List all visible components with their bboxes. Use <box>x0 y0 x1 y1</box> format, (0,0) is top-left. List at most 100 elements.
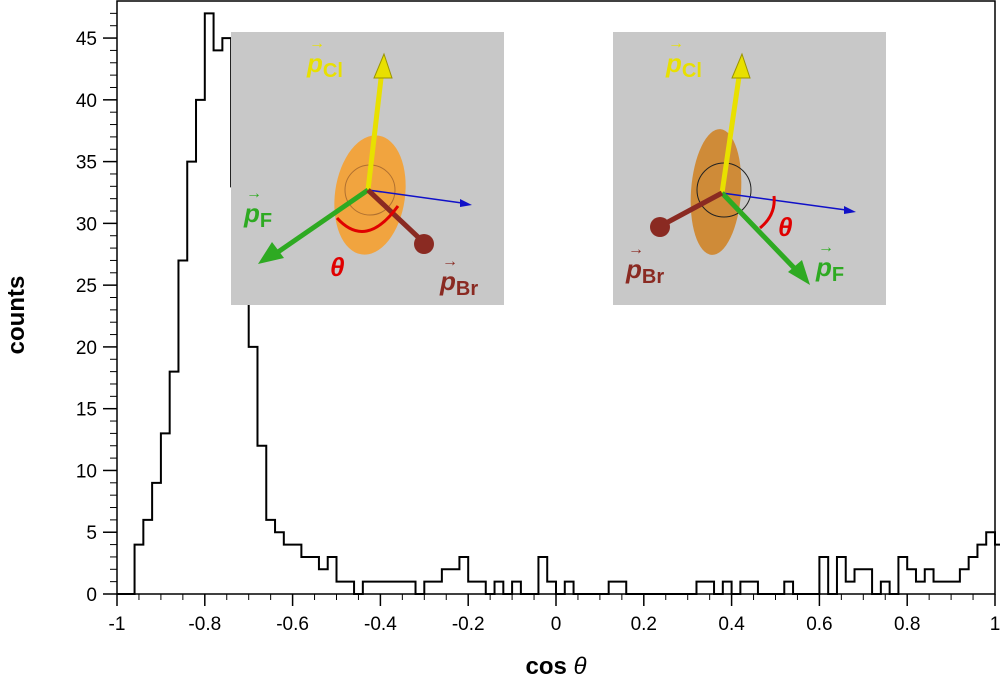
y-tick-label: 30 <box>76 214 97 235</box>
histogram-bin <box>749 582 758 594</box>
inset-right-pf-sub: F <box>832 264 844 286</box>
histogram-bin <box>477 582 486 594</box>
histogram-bin <box>934 582 943 594</box>
y-tick-label: 45 <box>76 29 97 50</box>
y-tick-label: 35 <box>76 153 97 174</box>
histogram-bin <box>222 38 231 594</box>
x-axis-title-text: cos <box>525 653 566 680</box>
histogram-bin <box>152 483 161 594</box>
x-axis-title: cos θ <box>525 653 586 680</box>
histogram-bin <box>916 582 925 594</box>
histogram-series-line <box>117 12 1000 595</box>
inset-right-f-arrow <box>720 191 800 274</box>
histogram-bin <box>178 260 187 594</box>
y-tick-label: 40 <box>76 91 97 112</box>
x-tick-label: 0.6 <box>806 614 832 635</box>
inset-right-aux-arrowhead <box>844 206 856 214</box>
inset-right-pcl-label: pCl <box>665 48 702 82</box>
histogram-bin <box>451 569 460 594</box>
inset-left-cl-arrowhead <box>373 52 393 79</box>
histogram-bin <box>696 582 705 594</box>
histogram-bin <box>196 100 205 594</box>
inset-left-br-arrowhead <box>414 234 434 254</box>
histogram-bin <box>275 532 284 594</box>
histogram-bin <box>372 582 381 594</box>
inset-left-pf-symbol: p <box>243 198 260 228</box>
histogram-bin <box>495 582 504 594</box>
histogram-bin <box>547 582 556 594</box>
x-tick-label: -1 <box>109 614 126 635</box>
histogram-bin <box>143 520 152 594</box>
inset-left-pf-sub: F <box>260 210 272 232</box>
inset-right-theta-arc <box>759 195 776 230</box>
histogram-bin <box>398 582 407 594</box>
histogram-bin <box>170 372 179 594</box>
x-axis-title-symbol: θ <box>574 653 587 680</box>
histogram-bin <box>310 557 319 594</box>
inset-right-cl-arrow <box>719 69 743 194</box>
x-tick-label: 1 <box>990 614 1000 635</box>
x-tick-label: 0.2 <box>631 614 657 635</box>
y-tick-label: 20 <box>76 338 97 359</box>
inset-left-pcl-vec: → <box>309 35 325 52</box>
y-axis: 0 5 10 15 20 25 30 35 40 45 <box>76 12 117 606</box>
histogram-bin <box>187 162 196 594</box>
x-tick-label: 0 <box>551 614 562 635</box>
histogram-bin <box>512 582 521 594</box>
histogram-bin <box>389 582 398 594</box>
inset-right-pcl-symbol: p <box>665 48 682 78</box>
histogram-bin <box>407 582 416 594</box>
histogram-bin <box>284 545 293 594</box>
inset-left-pcl-sub: Cl <box>323 60 343 82</box>
histogram-bin <box>855 569 864 594</box>
histogram-bin <box>257 446 266 594</box>
x-tick-label: 0.8 <box>894 614 920 635</box>
inset-left-pf-label: pF <box>243 198 272 232</box>
inset-right-aux-arrow <box>721 192 847 211</box>
histogram-bin <box>205 13 214 594</box>
inset-right-pbr-label: pBr <box>625 254 664 288</box>
histogram-bin <box>898 557 907 594</box>
histogram-bin <box>617 582 626 594</box>
histogram-bin <box>135 545 144 594</box>
inset-left-pbr-label: pBr <box>439 266 478 300</box>
histogram-bin <box>969 557 978 594</box>
histogram-bin <box>951 582 960 594</box>
histogram-bin <box>363 582 372 594</box>
histogram-bin <box>328 557 337 594</box>
inset-right-pf-vec: → <box>818 239 834 256</box>
x-tick-label: -0.2 <box>452 614 485 635</box>
histogram-bin <box>977 545 986 594</box>
inset-right-theta-label: θ <box>778 212 793 242</box>
histogram-bin <box>565 582 574 594</box>
histogram-bin <box>819 557 828 594</box>
histogram-bin <box>881 582 890 594</box>
histogram-bin <box>293 545 302 594</box>
inset-left-pcl-symbol: p <box>306 48 323 78</box>
inset-left-theta-label: θ <box>330 252 345 282</box>
histogram-bin <box>266 520 275 594</box>
inset-left-pbr-vec: → <box>442 253 458 270</box>
histogram-bin <box>723 582 732 594</box>
inset-left: θ pCl → pF → pBr → <box>231 32 504 305</box>
inset-left-cl-arrow <box>365 69 385 191</box>
histogram-bin <box>442 569 451 594</box>
x-tick-label: -0.4 <box>364 614 397 635</box>
inset-left-pf-vec: → <box>246 185 262 202</box>
histogram-bin <box>740 582 749 594</box>
y-axis-title: counts <box>3 276 30 355</box>
y-tick-label: 15 <box>76 400 97 421</box>
histogram-bin <box>837 557 846 594</box>
inset-right-pcl-sub: Cl <box>682 60 702 82</box>
inset-right-br-arrow <box>666 190 724 225</box>
x-axis: -1 -0.8 -0.6 -0.4 -0.2 0 0.2 0.4 0.6 0.8 1 <box>109 594 1000 635</box>
inset-left-f-arrow <box>276 187 370 255</box>
histogram-bin <box>907 569 916 594</box>
histogram-bin <box>337 582 346 594</box>
inset-left-pbr-symbol: p <box>439 266 456 296</box>
inset-right-pf-label: pF <box>815 252 844 286</box>
inset-right-br-arrowhead <box>650 217 670 237</box>
inset-left-theta-arc <box>335 205 400 233</box>
histogram-bin <box>705 582 714 594</box>
